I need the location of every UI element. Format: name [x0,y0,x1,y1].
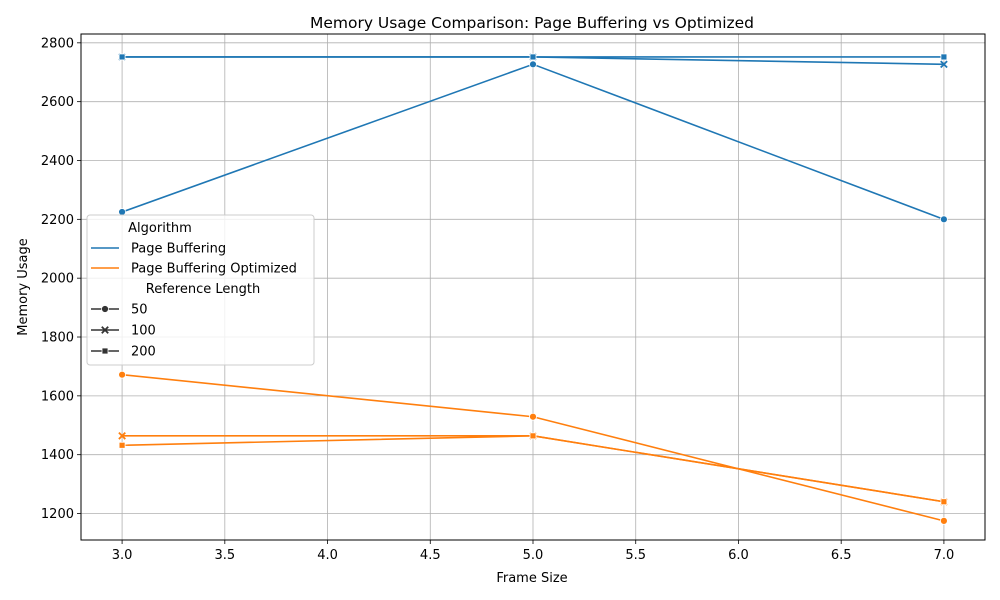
legend: Algorithm Page Buffering Page Buffering O… [86,214,315,366]
data-point [529,53,537,61]
y-tick-label: 2200 [41,213,74,228]
y-tick-label: 2400 [41,154,74,169]
y-axis: 1200 1400 1600 1800 2000 2200 2400 2600 2800 [41,36,81,522]
data-point [118,432,126,440]
legend-marker [101,347,109,355]
legend-item: 100 [91,324,156,339]
y-axis-label: Memory Usage [16,238,31,336]
legend-title-reference-length: Reference Length [146,282,260,297]
x-tick-label: 6.0 [728,548,749,563]
series-page-buffering-optimized-ref-200 [118,432,948,506]
legend-item: Page Buffering Optimized [91,262,297,277]
x-tick-label: 4.5 [420,548,441,563]
legend-item: Page Buffering [91,242,226,257]
x-axis-label: Frame Size [496,571,567,586]
data-point [529,412,537,421]
x-tick-label: 3.5 [214,548,235,563]
legend-label: 50 [131,303,148,318]
data-point [118,53,126,61]
x-tick-label: 3.0 [112,548,133,563]
data-point [118,208,126,216]
data-point [940,215,948,224]
legend-title-algorithm: Algorithm [128,221,192,236]
y-tick-label: 1200 [41,507,74,522]
x-tick-label: 5.5 [625,548,646,563]
data-point [940,53,948,61]
data-point [940,60,948,69]
y-tick-label: 2000 [41,272,74,287]
series-group [118,53,948,525]
x-axis: 3.0 3.5 4.0 4.5 5.0 5.5 6.0 6.5 7.0 [112,540,955,563]
legend-marker [101,305,109,313]
y-tick-label: 1800 [41,331,74,346]
legend-box [86,214,315,366]
y-tick-label: 1400 [41,448,74,463]
x-tick-label: 6.5 [831,548,852,563]
data-point [940,516,948,525]
data-point [529,60,537,69]
legend-label: Page Buffering [131,242,226,257]
data-point [529,432,537,440]
legend-label: 100 [131,324,156,339]
series-page-buffering-optimized-ref-50 [118,370,948,525]
data-point [118,441,126,449]
x-tick-label: 4.0 [317,548,338,563]
y-tick-label: 2800 [41,36,74,51]
legend-marker [101,326,109,334]
data-point [940,498,948,506]
grid [81,34,985,540]
legend-label: 200 [131,345,156,360]
chart-title: Memory Usage Comparison: Page Buffering … [310,14,754,32]
y-tick-label: 2600 [41,95,74,110]
x-tick-label: 5.0 [523,548,544,563]
legend-label: Page Buffering Optimized [131,262,297,277]
series-page-buffering-ref-200 [118,53,948,61]
x-tick-label: 7.0 [934,548,955,563]
y-tick-label: 1600 [41,389,74,404]
data-point [118,370,126,379]
legend-item: 50 [91,303,148,318]
legend-item: 200 [91,345,156,360]
